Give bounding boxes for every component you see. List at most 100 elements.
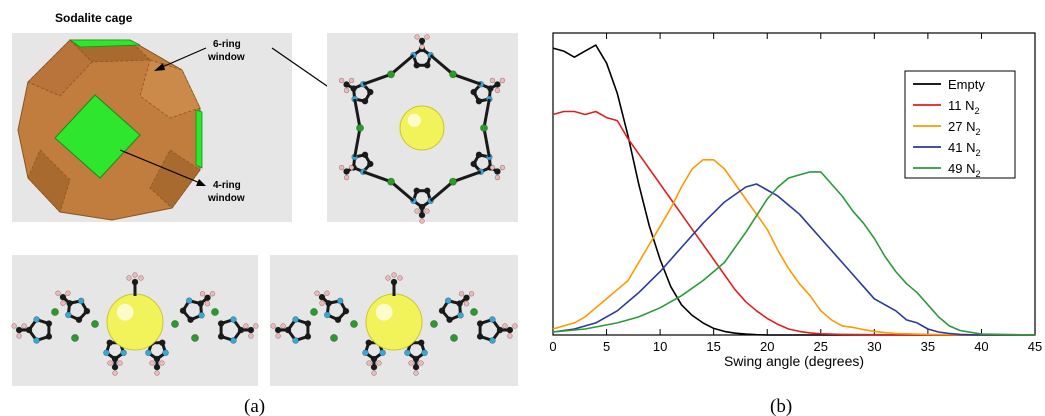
series-line-11-n2 [552,110,1035,336]
ring-atom [404,349,411,357]
x-tick-label: 30 [867,339,881,354]
ring-atom [185,297,193,305]
ring-atom [45,333,53,340]
hydrogen [319,300,325,306]
bond [452,72,482,86]
ring-atom [367,160,374,168]
x-tick-label: 10 [653,339,667,354]
hydrogen [243,323,249,329]
methyl-carbon [15,326,23,334]
methyl-carbon [318,293,326,301]
zinc-atom [350,320,358,328]
ring-atom [446,316,453,324]
legend-label: 27 N2 [948,119,980,137]
bond [390,180,415,202]
ring-atom [470,88,477,96]
hydrogen [338,164,345,171]
ring-atom [106,339,114,347]
ring-atom [489,337,496,344]
legend-label: 41 N2 [948,140,980,158]
ring-atom [230,337,237,344]
ring-atom [323,311,331,319]
hydrogen [418,360,424,366]
hydrogen [126,275,132,281]
series-line-27-n2 [552,159,1035,336]
hydrogen [204,301,211,307]
hydrogen [414,34,420,40]
hydrogen [348,164,355,171]
methyl-carbon [111,363,119,371]
bond [429,180,454,202]
hydrogen [348,77,355,84]
ring-atom [83,307,91,315]
hydrogen [209,291,216,297]
zinc-atom [450,334,458,342]
hydrogen [16,333,22,339]
legend-items: Empty 11 N2 27 N2 41 N2 49 N2 [913,77,985,179]
hydrogen [338,77,345,84]
ring-atom [365,339,373,347]
ring-atom [476,333,484,340]
hydrogen [343,87,350,94]
ring-atom [457,311,464,319]
methyl-carbon [412,363,420,371]
ring-atom [230,316,237,323]
methyl-carbon [506,326,514,334]
zinc-atom [449,177,457,186]
bond [429,54,454,76]
methyl-carbon [131,278,139,286]
methyl-carbon [343,168,350,175]
hydrogen [314,290,320,296]
ring-atom [162,349,169,357]
hydrogen [489,77,496,84]
hydrogen [324,290,330,296]
ring-atom [367,88,374,96]
hydrogen [343,174,350,181]
legend-box [904,70,1016,179]
ring-atom [187,316,194,324]
callout-4ring-line2: window [207,193,245,204]
hydrogen [132,272,138,278]
window-4ring-front [54,94,141,179]
hydrogen [391,272,397,278]
ring-structure-side-view-2 [270,272,518,376]
hydrogen [494,174,501,181]
ring-atom [438,307,446,315]
zinc-atom [430,320,438,328]
hydrogen [138,275,144,281]
legend-label: Empty [948,77,985,92]
x-tick-label: 40 [974,339,988,354]
zinc-atom [387,177,395,186]
hydrogen [376,360,382,366]
ring-atom [33,337,40,344]
ring-atom [292,337,299,344]
zinc-atom [211,308,219,316]
hydrogen [199,291,206,297]
bond [452,170,482,184]
hydrogen [280,323,286,329]
series-lines [552,44,1036,336]
panel-b-label: (b) [770,396,792,416]
ring-atom [120,349,127,357]
hydrogen [507,333,513,339]
hydrogen [512,323,518,329]
zinc-atom [91,320,99,328]
ring-atom [217,333,225,340]
guest-sphere-highlight [375,303,393,321]
ring-atom [413,187,421,195]
x-tick-label: 15 [706,339,720,354]
hydrogen [117,360,123,366]
cage-title: Sodalite cage [55,11,133,25]
x-tick-label: 45 [1028,339,1042,354]
callout-4ring-line1: 4-ring [213,180,241,191]
methyl-carbon [494,168,501,175]
bond [362,72,392,86]
hydrogen [253,323,259,329]
hydrogen [494,87,501,94]
ring-atom [361,97,369,105]
methyl-carbon [274,326,282,334]
ring-atom [292,316,299,323]
x-axis-label: Swing angle (degrees) [724,353,864,369]
zinc-atom [330,334,338,342]
